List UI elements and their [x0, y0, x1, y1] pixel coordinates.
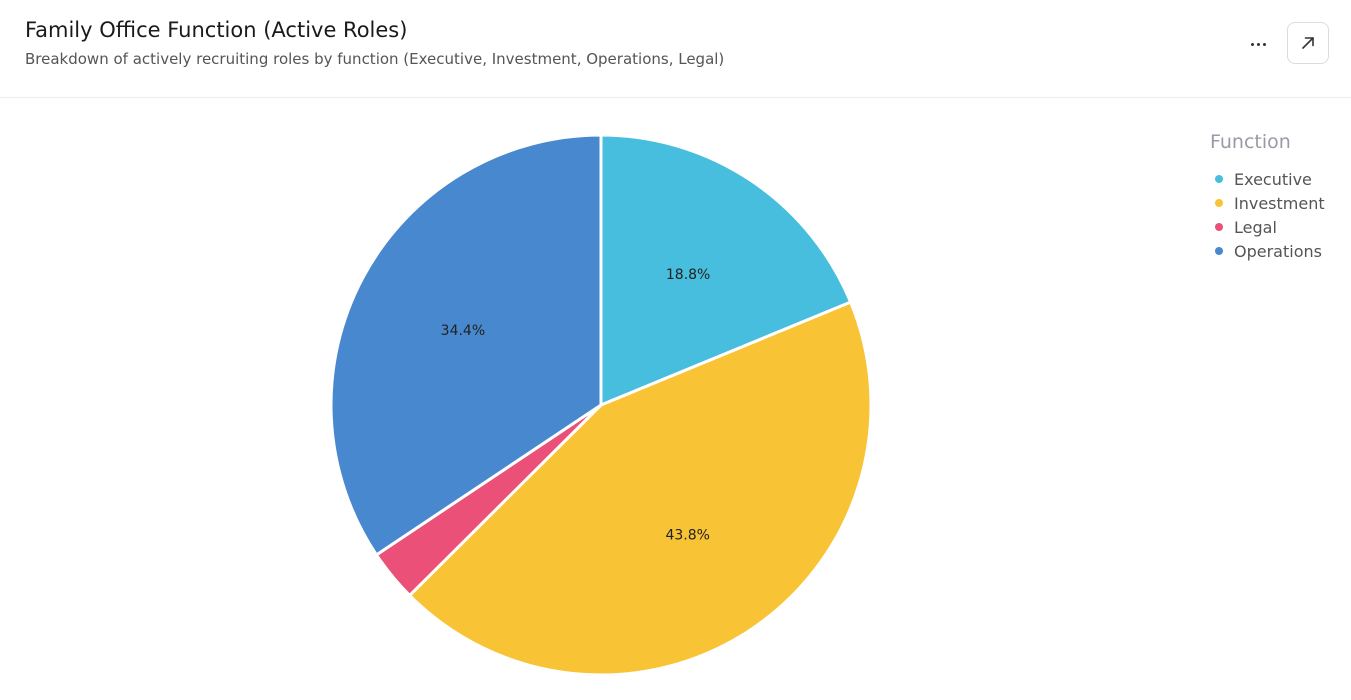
legend-swatch-investment — [1215, 199, 1223, 207]
chart-subtitle: Breakdown of actively recruiting roles b… — [25, 50, 725, 68]
legend-label-operations: Operations — [1234, 241, 1322, 261]
more-horizontal-icon — [1250, 42, 1266, 46]
arrow-up-right-icon — [1302, 37, 1314, 49]
chart-header: Family Office Function (Active Roles) Br… — [0, 0, 1351, 98]
legend-item-legal[interactable]: Legal — [1210, 215, 1325, 239]
legend: Function Executive Investment Legal Oper… — [1210, 131, 1325, 263]
legend-label-legal: Legal — [1234, 217, 1277, 237]
expand-button[interactable] — [1287, 22, 1329, 64]
more-options-button[interactable] — [1238, 28, 1278, 60]
pie-label-operations: 34.4% — [441, 323, 485, 339]
legend-item-executive[interactable]: Executive — [1210, 167, 1325, 191]
pie-slice-investment[interactable] — [408, 300, 873, 677]
legend-swatch-legal — [1215, 223, 1223, 231]
legend-title: Function — [1210, 131, 1291, 153]
pie-slice-executive[interactable] — [599, 133, 853, 407]
chart-area: 18.8% 43.8% 34.4% Function Executive Inves… — [0, 99, 1351, 700]
legend-swatch-executive — [1215, 175, 1223, 183]
legend-label-investment: Investment — [1234, 193, 1325, 213]
pie-label-investment: 43.8% — [665, 527, 709, 543]
chart-title: Family Office Function (Active Roles) — [25, 18, 408, 42]
pie-chart: 18.8% 43.8% 34.4% — [329, 133, 873, 677]
pie-label-executive: 18.8% — [666, 267, 710, 283]
legend-item-investment[interactable]: Investment — [1210, 191, 1325, 215]
legend-label-executive: Executive — [1234, 169, 1312, 189]
pie-slice-operations[interactable] — [329, 133, 603, 557]
legend-swatch-operations — [1215, 247, 1223, 255]
legend-item-operations[interactable]: Operations — [1210, 239, 1325, 263]
